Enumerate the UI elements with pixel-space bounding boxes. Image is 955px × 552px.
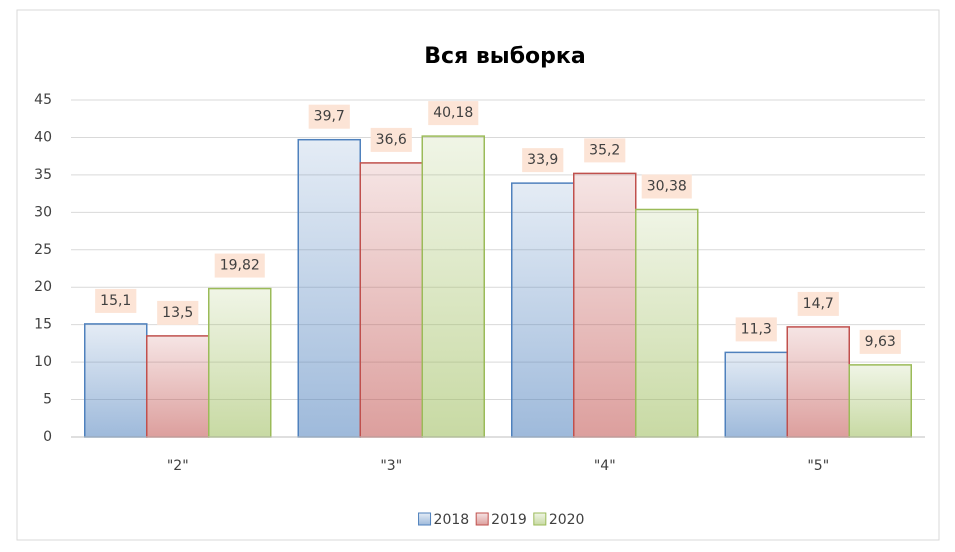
data-label-bg [428,101,479,126]
legend-swatch [475,512,489,526]
x-tick-label: "5" [807,458,829,474]
x-tick-label: "2" [167,458,189,474]
legend-label: 2020 [549,512,585,528]
data-label-bg [308,104,350,129]
bar [848,364,912,438]
legend-label: 2019 [491,512,527,528]
data-label: 39,7 [314,109,345,125]
y-tick-label: 0 [43,429,52,445]
data-label-bg [797,291,839,316]
chart-title: Вся выборка [424,44,585,69]
data-label-bg [214,253,265,278]
legend-swatch [418,512,432,526]
y-tick-label: 10 [34,354,52,370]
data-label-bg [522,148,564,173]
data-label: 19,82 [220,258,260,274]
y-tick-label: 15 [34,317,52,333]
data-label-bg [95,288,137,313]
data-label: 14,7 [803,296,834,312]
data-label-bg [641,174,692,199]
data-label-bg [157,300,199,325]
x-tick-label: "4" [594,458,616,474]
y-tick-label: 35 [34,167,52,183]
bar [297,138,361,438]
bar [146,335,210,438]
y-tick-label: 30 [34,204,52,220]
bar [635,208,699,438]
data-label-bg [584,138,626,163]
bar [573,172,637,438]
bar [511,182,575,438]
y-tick-label: 20 [34,279,52,295]
bar [786,326,850,438]
data-label: 9,63 [865,334,896,350]
data-label-bg [859,329,901,354]
y-tick-label: 45 [34,92,52,108]
bar [359,162,423,438]
data-label: 33,9 [527,152,558,168]
bar [84,323,148,438]
bar [421,135,485,438]
data-label: 35,2 [589,142,620,158]
data-label-bg [370,127,412,152]
data-label: 13,5 [162,305,193,321]
data-label: 11,3 [741,321,772,337]
legend-swatch [533,512,547,526]
legend-label: 2018 [434,512,470,528]
x-tick-label: "3" [380,458,402,474]
y-tick-label: 40 [34,129,52,145]
data-label: 40,18 [433,105,473,121]
data-label-bg [735,317,777,342]
data-label: 15,1 [100,293,131,309]
y-tick-label: 5 [43,392,52,408]
y-tick-label: 25 [34,242,52,258]
bar [208,287,272,438]
data-label: 36,6 [376,132,407,148]
data-label: 30,38 [647,178,687,194]
bar [724,351,788,438]
